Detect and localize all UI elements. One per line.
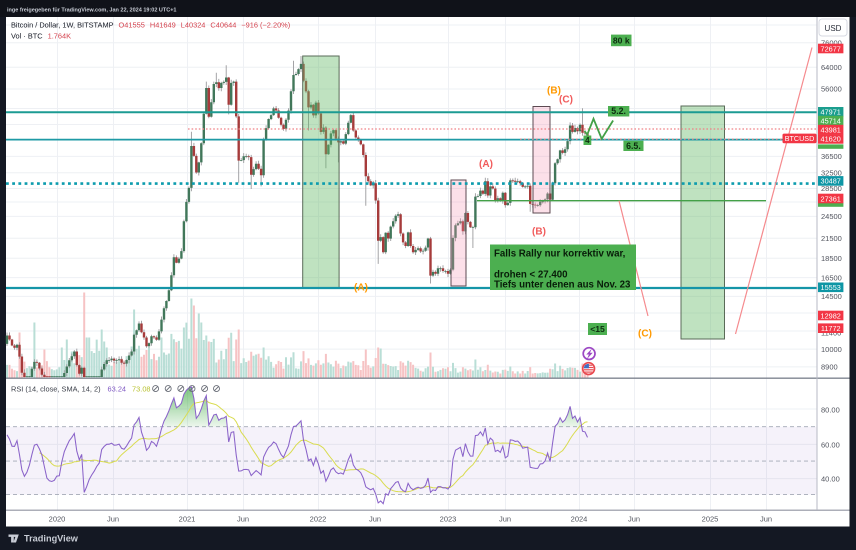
svg-text:8900: 8900 [821,363,838,372]
svg-text:Jun: Jun [499,515,511,524]
svg-text:inge freigegeben für TradingVi: inge freigegeben für TradingView.com, Ja… [7,7,177,13]
svg-text:32500: 32500 [821,168,842,177]
svg-text:(B): (B) [547,86,561,97]
svg-text:(C): (C) [559,94,573,105]
svg-text:15553: 15553 [821,283,841,292]
svg-text:(B): (B) [532,226,546,237]
svg-text:16500: 16500 [821,273,842,282]
svg-text:Jun: Jun [107,515,119,524]
svg-text:2022: 2022 [310,515,327,524]
svg-text:2021: 2021 [179,515,196,524]
svg-text:12982: 12982 [821,311,841,320]
svg-text:Jun: Jun [369,515,381,524]
svg-text:11400: 11400 [821,329,841,338]
svg-text:41620: 41620 [821,135,841,144]
svg-text:10000: 10000 [821,345,842,354]
svg-text:76000: 76000 [821,38,842,47]
svg-text:60.00: 60.00 [821,441,840,450]
svg-text:24500: 24500 [821,212,842,221]
svg-text:43981: 43981 [821,125,841,134]
svg-text:<15: <15 [590,324,605,334]
svg-text:2024: 2024 [571,515,588,524]
svg-text:2025: 2025 [702,515,719,524]
svg-text:80.00: 80.00 [821,406,840,415]
svg-text:14500: 14500 [821,292,842,301]
svg-text:45714: 45714 [821,116,841,125]
svg-text:56000: 56000 [821,85,842,94]
svg-text:Bitcoin / Dollar, 1W, BITSTAMP: Bitcoin / Dollar, 1W, BITSTAMP O41555 H416… [11,21,290,30]
svg-text:72677: 72677 [821,44,841,53]
svg-text:28500: 28500 [821,184,842,193]
svg-text:47971: 47971 [821,108,841,117]
svg-text:36500: 36500 [821,152,842,161]
svg-text:4: 4 [585,136,590,145]
svg-text:21500: 21500 [821,234,842,243]
svg-text:(A): (A) [354,282,368,293]
svg-text:6.5.: 6.5. [626,141,641,151]
svg-text:(C): (C) [638,328,652,339]
svg-text:Jun: Jun [628,515,640,524]
svg-text:11772: 11772 [821,324,841,333]
svg-text:Jun: Jun [237,515,249,524]
svg-text:5.2.: 5.2. [611,106,626,116]
svg-text:drohen < 27.400: drohen < 27.400 [494,270,568,281]
svg-text:27361: 27361 [821,194,841,203]
svg-text:18500: 18500 [821,254,842,263]
svg-text:BTCUSD: BTCUSD [785,134,815,143]
svg-text:40.00: 40.00 [821,474,840,483]
svg-text:80 k: 80 k [613,35,630,45]
svg-text:2020: 2020 [49,515,66,524]
svg-text:30487: 30487 [821,177,841,186]
svg-text:USD: USD [825,24,842,33]
svg-text:Falls Rally nur korrektiv war,: Falls Rally nur korrektiv war, [494,249,626,260]
svg-text:2023: 2023 [440,515,457,524]
svg-text:TradingView: TradingView [24,534,79,544]
svg-text:64000: 64000 [821,63,842,72]
svg-text:Tiefs unter denen aus Nov. 23: Tiefs unter denen aus Nov. 23 [494,280,631,291]
svg-text:RSI (14, close, SMA, 14, 2)63.: RSI (14, close, SMA, 14, 2) 63.24 73.08 [11,385,151,394]
svg-text:(A): (A) [479,159,493,170]
svg-text:Jun: Jun [760,515,772,524]
